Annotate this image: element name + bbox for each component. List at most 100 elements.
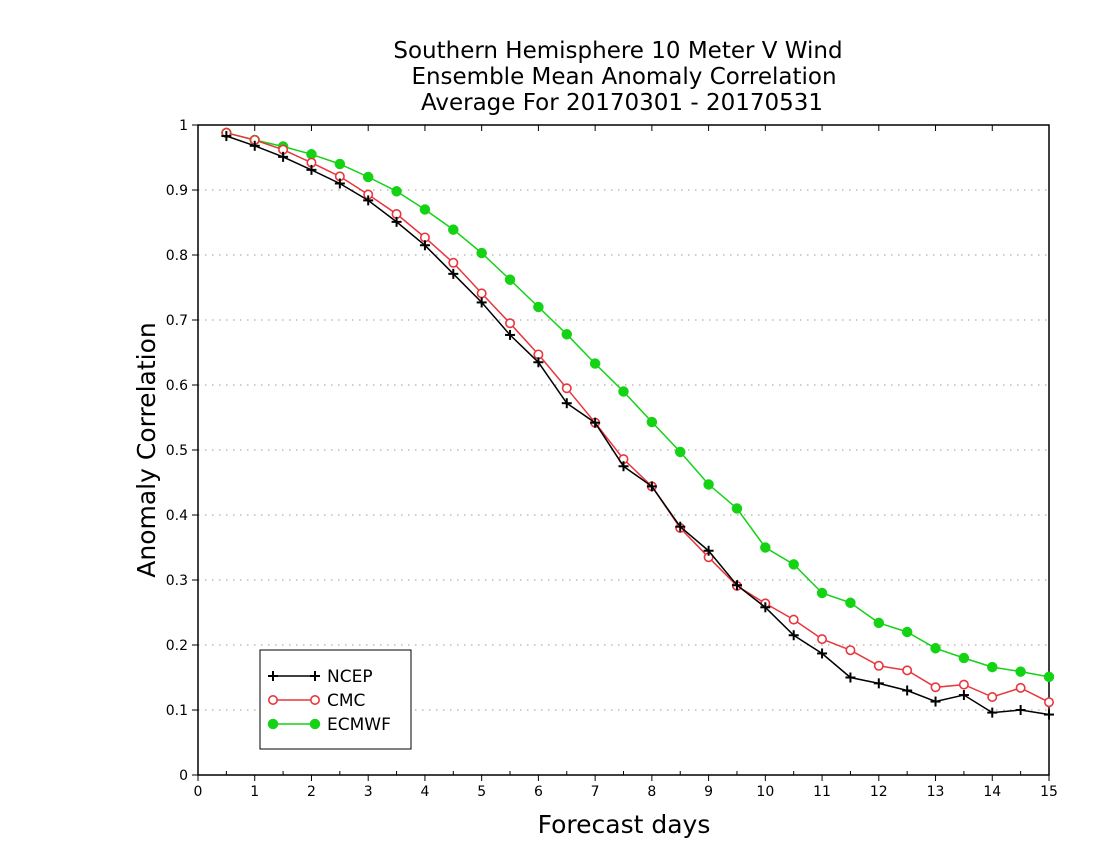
data-point-cmc [788,614,799,625]
data-point-ncep [646,481,657,492]
data-point-ncep [278,151,289,162]
data-point-ncep [334,178,345,189]
data-point-ecmwf [788,559,799,570]
data-point-cmc [1044,697,1055,708]
data-point-cmc [845,645,856,656]
y-tick-label: 0.3 [166,573,188,589]
data-point-ecmwf [930,643,941,654]
data-point-ncep [703,545,714,556]
series-line-cmc [226,132,1050,703]
data-point-cmc [561,383,572,394]
data-point-ncep [873,678,884,689]
series-cmc [221,127,1055,708]
data-point-ncep [930,696,941,707]
data-point-ncep [902,685,913,696]
x-tick-label: 12 [870,784,888,800]
data-point-ecmwf [987,661,998,673]
legend-label: CMC [327,691,365,711]
legend-item-ecmwf: ECMWF [267,715,391,735]
x-tick-label: 3 [364,784,373,800]
data-point-ecmwf [873,617,885,629]
series-line-ncep [226,135,1050,716]
data-point-ecmwf [448,224,459,235]
legend-marker [268,671,278,681]
data-point-cmc [930,682,941,693]
data-point-ncep [817,648,828,659]
data-point-ecmwf [391,186,402,197]
legend: NCEP CMC ECMWF [259,649,412,750]
data-point-cmc [448,257,459,268]
data-point-ecmwf [362,171,374,183]
plot-frame [197,124,1050,776]
data-point-ecmwf [419,204,431,215]
y-tick-label: 0.6 [166,378,188,394]
data-point-ncep [788,630,799,641]
gridlines [198,189,1049,711]
data-point-ecmwf [731,503,743,514]
data-point-ncep [419,240,430,251]
data-point-ecmwf [533,301,544,313]
data-point-ncep [221,131,232,142]
x-tick-label: 10 [756,784,774,800]
data-point-cmc [476,288,487,299]
legend-marker [310,671,320,681]
data-point-ncep [505,329,516,340]
y-tick-label: 0.1 [166,703,188,719]
data-point-ncep [533,357,544,368]
data-point-ecmwf [504,274,516,285]
legend-label: ECMWF [327,715,391,735]
data-point-ncep [675,521,686,532]
y-tick-label: 1 [179,118,188,134]
data-point-ncep [958,690,969,701]
x-tick-label: 0 [194,784,203,800]
data-point-ncep [249,140,260,151]
x-tick-label: 11 [813,784,831,800]
data-point-ncep [448,268,459,279]
y-tick-label: 0.4 [166,508,188,524]
series-line-ecmwf [226,132,1050,678]
data-point-ecmwf [1015,666,1026,677]
legend-marker [267,718,279,730]
data-point-ncep [1044,709,1054,720]
legend-marker [267,694,278,705]
series-layer [221,127,1055,720]
y-tick-label: 0.2 [166,638,188,654]
legend-marker [309,694,320,705]
data-point-ecmwf [589,358,601,369]
title-line-2: Ensemble Mean Anomaly Correlation [411,64,836,90]
y-axis-label: Anomaly Correlation [132,322,161,577]
x-tick-label: 5 [477,784,486,800]
data-point-ncep [1015,705,1026,715]
data-point-cmc [873,660,884,671]
y-tick-label: 0.7 [166,313,188,329]
y-tick-label: 0.8 [166,248,188,264]
data-point-ecmwf [901,626,913,638]
legend-marker [309,718,321,730]
data-point-ncep [845,672,856,683]
data-point-ecmwf [845,597,856,608]
y-tick-label: 0 [179,768,188,784]
data-point-ncep [987,707,998,718]
x-tick-label: 1 [250,784,259,800]
data-point-ecmwf [334,158,346,170]
data-point-ecmwf [1043,671,1055,683]
series-ncep [221,131,1054,720]
x-tick-label: 6 [534,784,543,800]
x-tick-label: 4 [420,784,429,800]
data-point-ecmwf [618,386,629,397]
data-point-ncep [363,195,374,206]
data-point-cmc [987,691,998,702]
x-tick-label: 9 [704,784,713,800]
legend-label: NCEP [327,667,373,687]
series-ecmwf [221,127,1055,683]
data-point-cmc [1015,682,1026,693]
x-tick-label: 8 [647,784,656,800]
x-axis-label: Forecast days [538,810,711,839]
data-point-cmc [902,665,913,676]
data-point-ncep [306,164,317,175]
x-tick-label: 7 [591,784,600,800]
x-tick-label: 14 [983,784,1001,800]
y-tick-label: 0.5 [166,443,188,459]
y-tick-label: 0.9 [166,183,188,199]
